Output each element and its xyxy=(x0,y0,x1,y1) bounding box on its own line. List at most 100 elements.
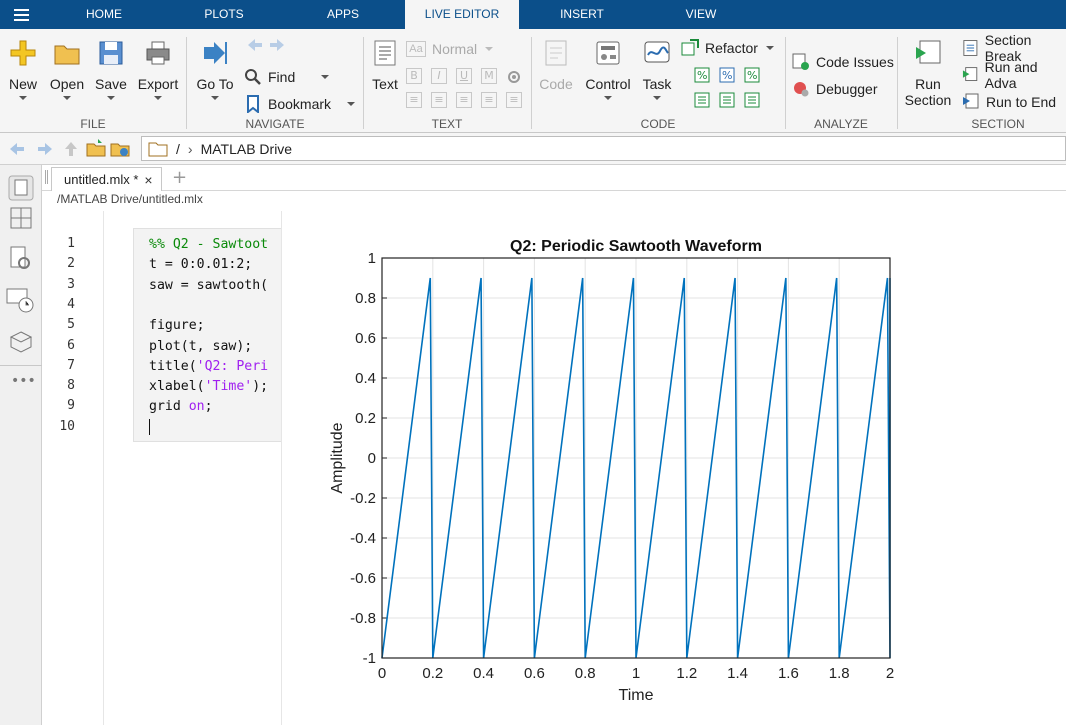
address-bar: / › MATLAB Drive xyxy=(0,133,1066,165)
debugger-button[interactable]: Debugger xyxy=(792,78,878,100)
file-section-label: FILE xyxy=(80,117,106,131)
code-line[interactable]: grid on; xyxy=(149,399,213,415)
code-line[interactable]: saw = sawtooth( xyxy=(149,277,269,293)
run-to-end-label: Run to End xyxy=(986,94,1057,110)
sawtooth-chart[interactable]: 0 0.2 0.4 0.6 0.8 1 1.2 1.4 1.6 1.8 2 1 0.8 0.6 0.4 0.2… xyxy=(282,211,1066,725)
add-tab-icon[interactable]: + xyxy=(172,167,188,188)
align-right-icon[interactable]: ≡ xyxy=(506,92,522,108)
close-icon[interactable]: × xyxy=(144,171,153,188)
document-path: /MATLAB Drive/untitled.mlx xyxy=(57,192,203,206)
refactor-icon xyxy=(681,39,699,56)
text-document-icon xyxy=(374,40,396,66)
matlab-drive-folder-icon[interactable] xyxy=(110,138,130,158)
up-folder-icon[interactable] xyxy=(62,140,80,158)
comment-tools-icon[interactable]: %%% xyxy=(694,67,764,83)
find-label: Find xyxy=(268,69,296,85)
task-button[interactable]: Task xyxy=(635,29,679,100)
tab-apps[interactable]: APPS xyxy=(326,7,359,21)
search-document-icon[interactable] xyxy=(8,245,34,273)
numbered-list-icon[interactable]: ≡ xyxy=(431,92,447,108)
grip-icon[interactable] xyxy=(45,170,48,184)
run-and-advance-button[interactable]: Run and Adva xyxy=(962,59,1066,91)
document-tab[interactable]: untitled.mlx * × xyxy=(51,167,162,191)
path-root[interactable]: / xyxy=(176,140,180,157)
code-line[interactable]: t = 0:0.01:2; xyxy=(149,257,253,273)
code-block-icon xyxy=(545,40,567,66)
code-block[interactable]: %% Q2 - Sawtoot t = 0:0.01:2; saw = sawtoo… xyxy=(133,228,281,442)
code-line[interactable]: figure; xyxy=(149,318,205,334)
align-center-icon[interactable]: ≡ xyxy=(481,92,497,108)
run-section-button[interactable]: Run Section xyxy=(904,29,952,108)
italic-button[interactable]: I xyxy=(431,68,447,84)
document-tab-title: untitled.mlx * xyxy=(64,172,139,187)
line-number: 2 xyxy=(67,256,75,272)
tab-live-editor[interactable]: LIVE EDITOR xyxy=(405,0,519,29)
code-issues-label: Code Issues xyxy=(816,54,894,70)
more-icon[interactable]: ••• xyxy=(11,373,36,389)
tab-view[interactable]: VIEW xyxy=(685,7,717,21)
code-issues-icon xyxy=(792,53,809,70)
code-line[interactable]: title('Q2: Peri xyxy=(149,358,269,374)
bold-button[interactable]: B xyxy=(406,68,422,84)
underline-button[interactable]: U xyxy=(456,68,472,84)
path-folder[interactable]: MATLAB Drive xyxy=(200,140,293,157)
code-button[interactable]: Code xyxy=(534,29,578,92)
line-number: 5 xyxy=(67,317,75,333)
x-tick-label: 0 xyxy=(378,665,386,682)
run-to-end-icon xyxy=(963,93,979,109)
code-line[interactable]: xlabel('Time'); xyxy=(149,379,269,395)
code-line[interactable]: %% Q2 - Sawtoot xyxy=(149,237,269,252)
task-chart-icon xyxy=(644,41,670,63)
run-section-label-1: Run xyxy=(915,76,941,92)
x-tick-label: 1.6 xyxy=(778,665,799,682)
y-tick-label: 0.4 xyxy=(355,370,376,387)
current-folder-path[interactable]: / › MATLAB Drive xyxy=(141,136,1066,161)
tab-home[interactable]: HOME xyxy=(86,7,122,21)
sawtooth-series-line[interactable] xyxy=(381,277,891,659)
tab-plots[interactable]: PLOTS xyxy=(204,7,244,21)
line-number: 3 xyxy=(67,276,75,292)
line-number: 8 xyxy=(67,378,75,394)
monospace-button[interactable]: M xyxy=(481,68,497,84)
y-tick-label: -0.6 xyxy=(350,570,376,587)
export-label: Export xyxy=(137,76,179,92)
browse-folder-icon[interactable] xyxy=(86,138,106,158)
control-button[interactable]: Control xyxy=(583,29,633,100)
text-style-dropdown[interactable]: Aa Normal xyxy=(406,38,494,60)
open-label: Open xyxy=(49,76,85,92)
go-to-button[interactable]: Go To xyxy=(193,29,237,100)
bookmark-button[interactable]: Bookmark xyxy=(244,93,356,115)
divider xyxy=(531,37,532,129)
task-label: Task xyxy=(642,76,672,92)
text-button[interactable]: Text xyxy=(363,29,407,92)
code-label: Code xyxy=(539,76,573,92)
section-break-button[interactable]: Section Break xyxy=(962,32,1066,64)
new-button[interactable]: New xyxy=(1,29,45,100)
y-axis-label: Amplitude xyxy=(329,422,346,493)
run-to-end-button[interactable]: Run to End xyxy=(962,91,1056,113)
indent-tools-icon[interactable] xyxy=(694,92,764,108)
refactor-button[interactable]: Refactor xyxy=(681,37,774,59)
code-issues-button[interactable]: Code Issues xyxy=(792,51,894,73)
debugger-label: Debugger xyxy=(816,81,878,97)
divider xyxy=(785,37,786,129)
file-browser-icon[interactable] xyxy=(8,175,34,235)
menu-button[interactable] xyxy=(0,0,42,29)
gear-icon[interactable] xyxy=(505,68,523,86)
align-left-icon[interactable]: ≡ xyxy=(456,92,472,108)
bulleted-list-icon[interactable]: ≡ xyxy=(406,92,422,108)
open-button[interactable]: Open xyxy=(45,29,89,100)
back-forward-icon[interactable] xyxy=(8,141,54,157)
x-tick-label: 1.4 xyxy=(727,665,748,682)
printer-icon xyxy=(146,41,170,65)
bookmark-icon xyxy=(247,95,259,113)
workspace-icon[interactable] xyxy=(7,330,35,356)
run-and-advance-icon xyxy=(962,67,978,82)
find-button[interactable]: Find xyxy=(244,66,330,88)
folder-icon xyxy=(54,45,80,65)
code-line[interactable]: plot(t, saw); xyxy=(149,338,253,354)
command-history-icon[interactable] xyxy=(6,287,36,315)
save-button[interactable]: Save xyxy=(89,29,133,100)
tab-insert[interactable]: INSERT xyxy=(560,7,604,21)
export-button[interactable]: Export xyxy=(136,29,180,100)
